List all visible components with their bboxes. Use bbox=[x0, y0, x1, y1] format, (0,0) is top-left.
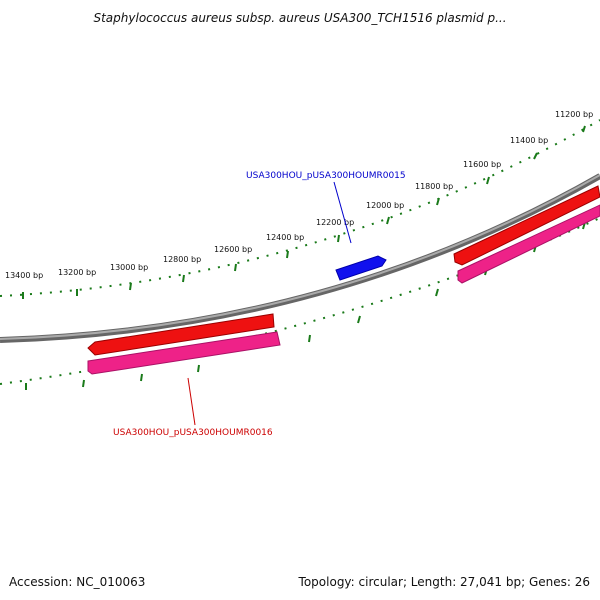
scale-label: 13000 bp bbox=[110, 263, 148, 272]
scale-label: 12800 bp bbox=[163, 255, 201, 264]
scale-label: 11400 bp bbox=[510, 136, 548, 145]
cds-right-red[interactable] bbox=[453, 185, 600, 266]
scale-labels: 11200 bp 11400 bp 11600 bp 11800 bp 1200… bbox=[5, 110, 593, 280]
outer-tick-track bbox=[0, 119, 600, 297]
map-title: Staphylococcus aureus subsp. aureus USA3… bbox=[93, 11, 507, 25]
scale-label: 13400 bp bbox=[5, 271, 43, 280]
gene-label-leader-0015 bbox=[333, 181, 352, 244]
cds-right-pink[interactable] bbox=[457, 204, 600, 284]
topology-summary: Topology: circular; Length: 27,041 bp; G… bbox=[298, 575, 590, 589]
scale-label: 12400 bp bbox=[266, 233, 304, 242]
plasmid-backbone bbox=[0, 173, 600, 343]
gene-label-leader-0016 bbox=[187, 377, 196, 426]
gene-label-0015: USA300HOU_pUSA300HOUMR0015 bbox=[246, 171, 406, 181]
gene-usa300hou-pusa300houmr0015[interactable] bbox=[335, 255, 387, 281]
inner-major-ticks bbox=[25, 221, 586, 390]
scale-label: 13200 bp bbox=[58, 268, 96, 277]
scale-label: 11800 bp bbox=[415, 182, 453, 191]
cds-left-pink[interactable] bbox=[87, 331, 281, 375]
scale-label: 12000 bp bbox=[366, 201, 404, 210]
scale-label: 11200 bp bbox=[555, 110, 593, 119]
scale-label: 11600 bp bbox=[463, 160, 501, 169]
cds-left-red[interactable] bbox=[87, 313, 275, 356]
scale-label: 12200 bp bbox=[316, 218, 354, 227]
outer-major-ticks bbox=[22, 125, 586, 299]
scale-label: 12600 bp bbox=[214, 245, 252, 254]
accession-text: Accession: NC_010063 bbox=[9, 575, 146, 589]
gene-label-0016: USA300HOU_pUSA300HOUMR0016 bbox=[113, 428, 273, 438]
